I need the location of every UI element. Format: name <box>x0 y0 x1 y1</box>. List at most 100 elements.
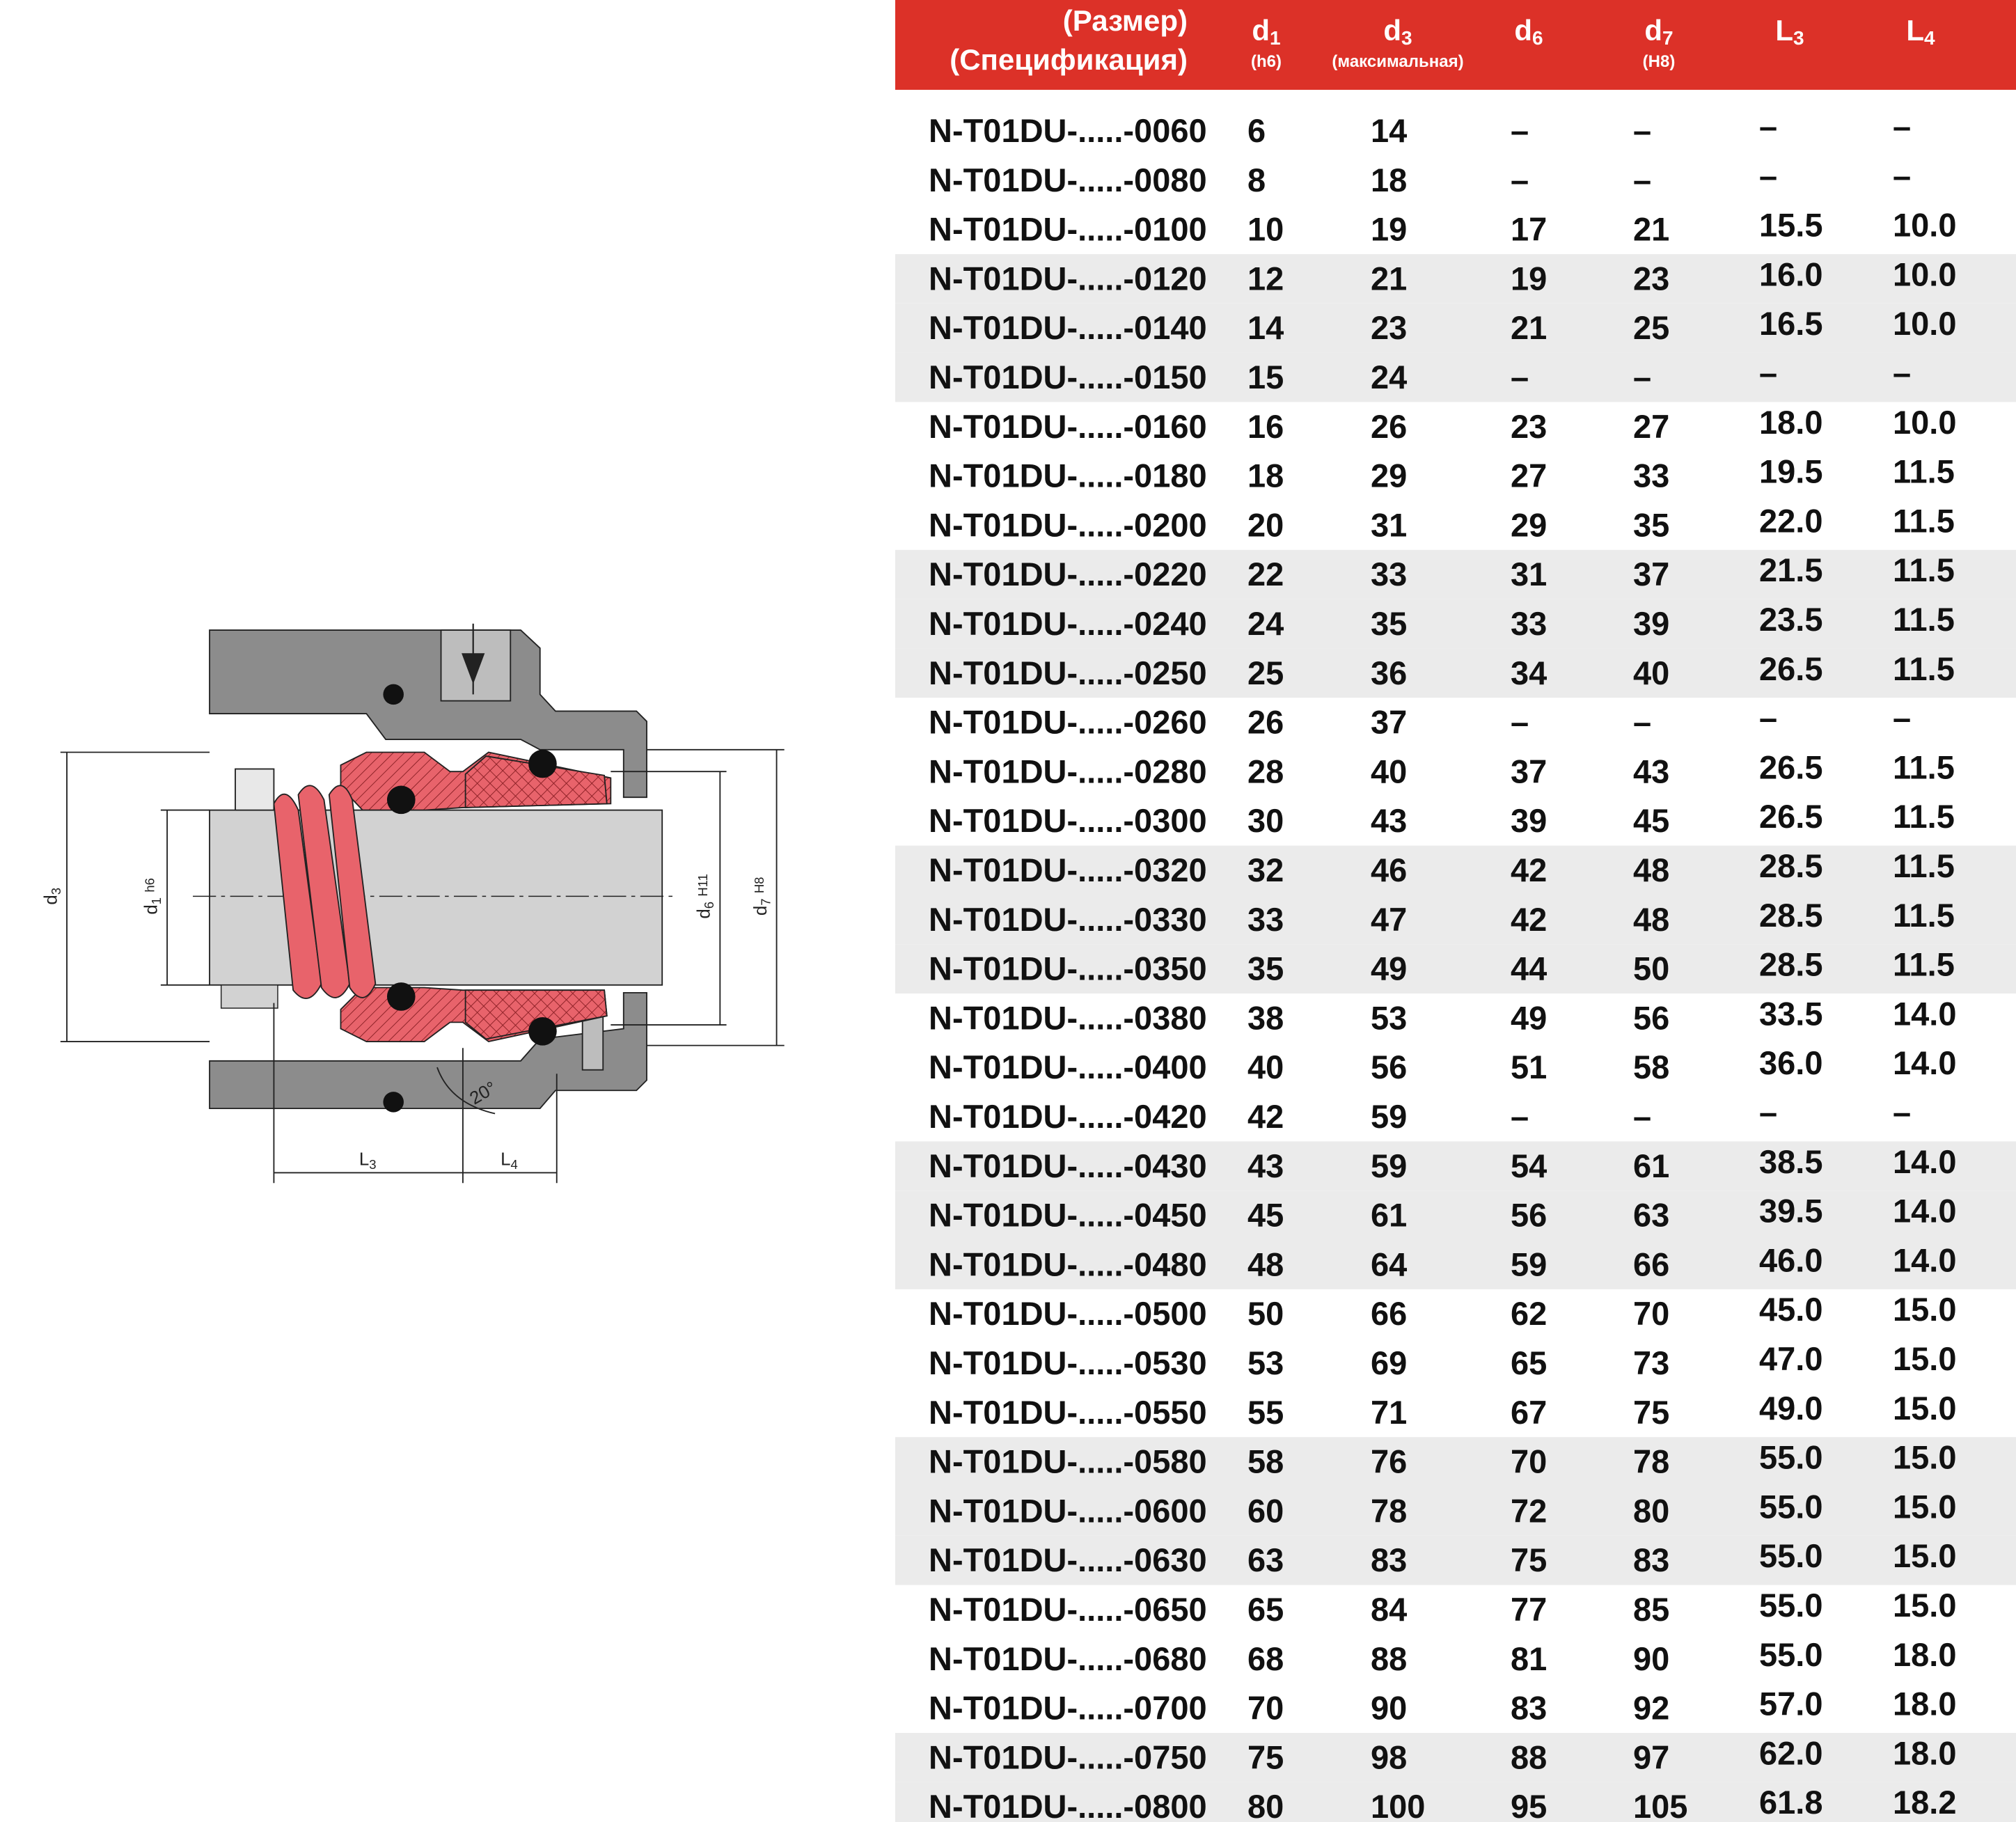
cell-value: 88 <box>1511 1738 1547 1775</box>
cell-value: 14.0 <box>1893 1143 1956 1180</box>
cell-value: – <box>1633 162 1651 198</box>
cell-value: 14.0 <box>1893 1193 1956 1230</box>
row-band <box>895 895 2016 945</box>
cell-value: 42 <box>1511 851 1547 888</box>
cell-value: 11.5 <box>1893 897 1955 934</box>
cell-value: 29 <box>1511 506 1547 543</box>
cell-value: 62 <box>1511 1295 1547 1332</box>
cell-value: 29 <box>1371 457 1407 494</box>
cell-value: 40 <box>1247 1049 1284 1085</box>
label-symbol: d <box>141 904 161 914</box>
cell-value: 56 <box>1633 999 1669 1036</box>
cell-value: – <box>1759 700 1777 737</box>
spec-code: N-T01DU-.....-0450 <box>929 1197 1207 1234</box>
cell-value: 36.0 <box>1759 1044 1822 1081</box>
cell-value: 75 <box>1511 1541 1547 1578</box>
cell-value: 15.0 <box>1893 1537 1956 1574</box>
cell-value: 14.0 <box>1893 1241 1956 1278</box>
header-column: d1 <box>1252 14 1280 49</box>
cell-value: 14 <box>1371 112 1407 149</box>
row-band <box>895 549 2016 599</box>
flow-arrow <box>462 653 485 684</box>
label-sub: 3 <box>369 1157 376 1172</box>
cell-value: 84 <box>1371 1591 1407 1628</box>
row-band <box>895 1141 2016 1191</box>
cell-value: 11.5 <box>1893 748 1955 785</box>
label-sub: 7 <box>758 899 773 906</box>
cell-value: 18.0 <box>1893 1734 1956 1771</box>
cell-value: 26.5 <box>1759 798 1822 835</box>
cell-value: 42 <box>1511 901 1547 938</box>
cell-value: 40 <box>1371 753 1407 790</box>
cell-value: 16.0 <box>1759 256 1822 292</box>
cell-value: 98 <box>1371 1738 1407 1775</box>
cell-value: 43 <box>1633 753 1669 790</box>
cell-value: 14.0 <box>1893 995 1956 1032</box>
cell-value: 11.5 <box>1893 551 1955 588</box>
cell-value: 31 <box>1511 556 1547 592</box>
cell-value: 59 <box>1371 1147 1407 1184</box>
cell-value: 33 <box>1371 556 1407 592</box>
spec-code: N-T01DU-.....-0530 <box>929 1344 1207 1381</box>
cell-value: 44 <box>1511 950 1547 987</box>
cell-value: 18.2 <box>1893 1784 1956 1821</box>
cell-value: 49 <box>1511 999 1547 1036</box>
cell-value: 40 <box>1633 654 1669 691</box>
row-band <box>895 1486 2016 1536</box>
cell-value: 66 <box>1371 1295 1407 1332</box>
spec-code: N-T01DU-.....-0280 <box>929 753 1207 790</box>
cell-value: 77 <box>1511 1591 1547 1628</box>
cell-value: 83 <box>1371 1541 1407 1578</box>
spec-code: N-T01DU-.....-0220 <box>929 556 1207 592</box>
shaft-step <box>220 984 278 1009</box>
cell-value: 26 <box>1371 408 1407 445</box>
cell-value: 11.5 <box>1893 502 1955 539</box>
cell-value: 70 <box>1633 1295 1669 1332</box>
spec-code: N-T01DU-.....-0100 <box>929 211 1207 248</box>
dimension-lines <box>60 748 785 1184</box>
row-band <box>895 254 2016 304</box>
cell-value: 49 <box>1371 950 1407 987</box>
cell-value: 56 <box>1371 1049 1407 1085</box>
cell-value: 39 <box>1511 802 1547 839</box>
cell-value: 15.0 <box>1893 1439 1956 1476</box>
cell-value: – <box>1511 162 1529 198</box>
cell-value: 65 <box>1511 1344 1547 1381</box>
cell-value: 18.0 <box>1893 1636 1956 1673</box>
cell-value: 66 <box>1633 1246 1669 1282</box>
cell-value: – <box>1893 1094 1911 1131</box>
cell-value: 8 <box>1247 162 1266 198</box>
cell-value: 47.0 <box>1759 1340 1822 1377</box>
cell-value: 90 <box>1633 1640 1669 1677</box>
label-d6: d6 H11 <box>695 874 717 919</box>
header-spec: (Спецификация) <box>950 43 1188 76</box>
label-symbol: d <box>751 906 771 916</box>
cell-value: 78 <box>1633 1443 1669 1480</box>
spec-code: N-T01DU-.....-0240 <box>929 605 1207 642</box>
label-symbol: L <box>359 1149 369 1169</box>
cell-value: 15.0 <box>1893 1291 1956 1328</box>
cell-value: 26.5 <box>1759 650 1822 687</box>
label-symbol: d <box>695 909 714 918</box>
cell-value: 59 <box>1371 1098 1407 1135</box>
cell-value: 70 <box>1247 1690 1284 1727</box>
housing-bottom <box>209 991 647 1110</box>
cell-value: 33.5 <box>1759 995 1822 1032</box>
cell-value: 16 <box>1247 408 1284 445</box>
cell-value: 46.0 <box>1759 1241 1822 1278</box>
spec-code: N-T01DU-.....-0600 <box>929 1492 1207 1529</box>
spec-code: N-T01DU-.....-0060 <box>929 112 1207 149</box>
header-symbol: L <box>1906 14 1924 47</box>
cell-value: 88 <box>1371 1640 1407 1677</box>
cell-value: 38 <box>1247 999 1284 1036</box>
housing-top <box>209 629 647 799</box>
cell-value: – <box>1633 359 1651 395</box>
stationary-face-top <box>464 755 608 808</box>
cell-value: 16.5 <box>1759 305 1822 342</box>
row-band <box>895 352 2016 402</box>
row-band <box>895 944 2016 994</box>
cell-value: 30 <box>1247 802 1284 839</box>
cell-value: 83 <box>1511 1690 1547 1727</box>
cell-value: 71 <box>1371 1394 1407 1431</box>
cell-value: 14.0 <box>1893 1044 1956 1081</box>
